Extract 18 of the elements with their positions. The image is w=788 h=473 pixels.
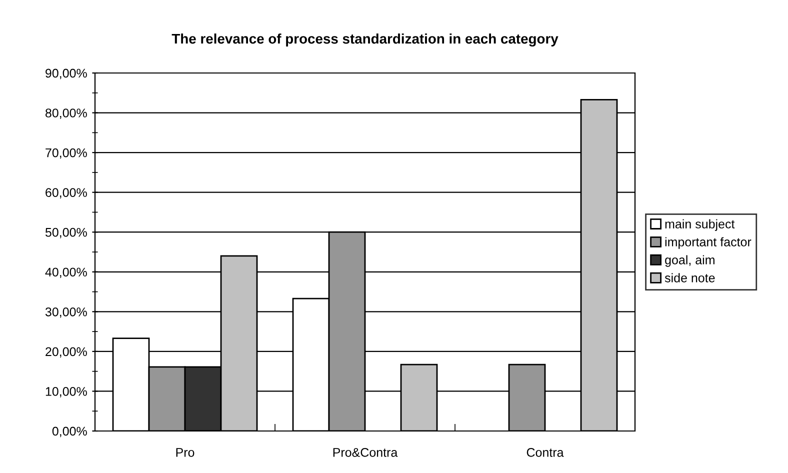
legend-label: important factor — [665, 237, 752, 249]
chart-title: The relevance of process standardization in each category — [172, 33, 558, 47]
y-tick-label: 10,00% — [46, 387, 87, 398]
y-tick-label: 30,00% — [45, 307, 87, 318]
y-tick-label: 20,00% — [46, 347, 87, 358]
legend-label: main subject — [665, 219, 735, 231]
x-tick-label: Pro&Contra — [333, 448, 398, 457]
legend-label: goal, aim — [665, 255, 714, 267]
x-tick-label: Pro — [176, 448, 194, 457]
y-tick-label: 60,00% — [46, 188, 87, 198]
y-tick-label: 0,00% — [52, 426, 87, 438]
y-tick-label: 80,00% — [46, 108, 87, 119]
legend-label: side note — [664, 273, 715, 282]
y-tick-label: 40,00% — [45, 268, 87, 278]
y-tick-label: 90,00% — [46, 68, 87, 80]
x-tick-label: Contra — [526, 448, 564, 457]
y-tick-label: 50,00% — [45, 228, 87, 238]
y-tick-label: 70,00% — [46, 148, 87, 159]
